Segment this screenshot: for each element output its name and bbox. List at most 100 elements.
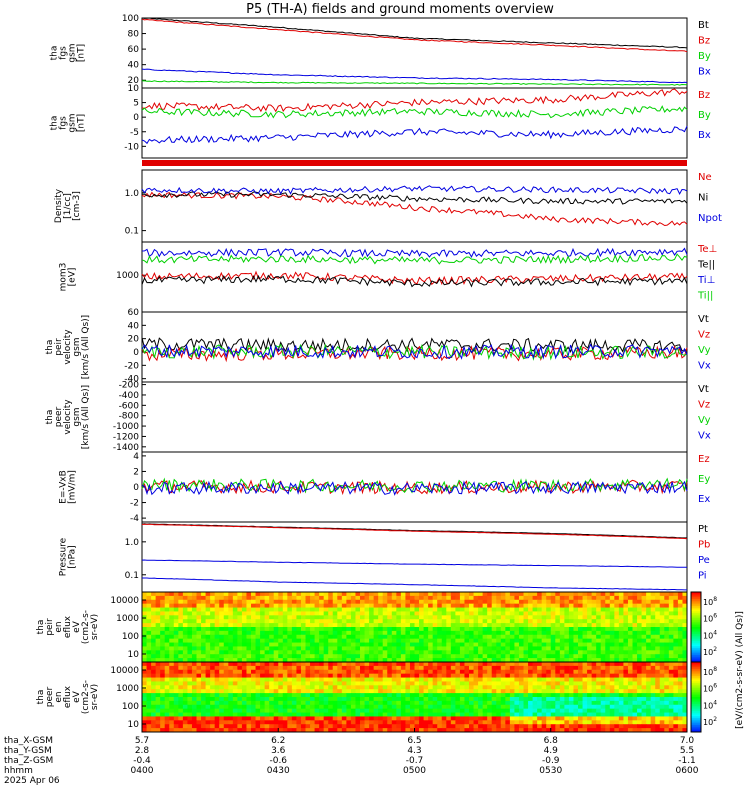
- spectrogram-cell: [201, 646, 207, 651]
- spectrogram-cell: [191, 724, 197, 729]
- spectrogram-cell: [437, 689, 443, 694]
- spectrogram-cell: [528, 642, 534, 647]
- spectrogram-cell: [555, 615, 561, 620]
- spectrogram-cell: [142, 665, 148, 671]
- spectrogram-cell: [387, 669, 393, 675]
- spectrogram-cell: [278, 603, 284, 609]
- spectrogram-cell: [182, 693, 188, 698]
- legend-item: By: [698, 51, 711, 62]
- spectrogram-cell: [509, 708, 515, 714]
- spectrogram-cell: [546, 619, 552, 624]
- spectrogram-cell: [251, 673, 257, 679]
- spectrogram-cell: [582, 642, 588, 647]
- spectrogram-cell: [596, 685, 602, 690]
- spectrogram-cell: [623, 689, 629, 694]
- spectrogram-cell: [314, 689, 320, 694]
- spectrogram-cell: [546, 607, 552, 612]
- spectrogram-cell: [323, 708, 329, 714]
- spectrogram-cell: [160, 720, 166, 725]
- spectrogram-cell: [441, 673, 447, 679]
- spectrogram-cell: [546, 700, 552, 706]
- spectrogram-cell: [446, 654, 452, 659]
- spectrogram-cell: [618, 650, 624, 655]
- spectrogram-cell: [305, 665, 311, 671]
- spectrogram-cell: [582, 728, 588, 733]
- spectrogram-cell: [228, 700, 234, 706]
- spectrogram-cell: [518, 650, 524, 655]
- spectrogram-cell: [278, 662, 284, 667]
- spectrogram-cell: [559, 611, 565, 616]
- spectrogram-cell: [618, 634, 624, 640]
- spectrogram-cell: [482, 627, 488, 632]
- spectrogram-cell: [305, 662, 311, 667]
- spectrogram-cell: [378, 689, 384, 694]
- spectrogram-cell: [214, 658, 220, 663]
- spectrogram-cell: [496, 700, 502, 706]
- time-axis-value: 6.2: [271, 736, 285, 746]
- spectrogram-cell: [478, 681, 484, 686]
- spectrogram-cell: [387, 611, 393, 616]
- spectrogram-cell: [205, 599, 211, 605]
- spectrogram-cell: [550, 595, 556, 601]
- spectrogram-cell: [496, 638, 502, 644]
- spectrogram-cell: [373, 634, 379, 640]
- spectrogram-cell: [423, 599, 429, 605]
- spectrogram-cell: [169, 654, 175, 659]
- time-axis-row-label: tha_Y-GSM: [4, 746, 52, 756]
- spectrogram-cell: [142, 708, 148, 714]
- spectrogram-cell: [255, 708, 261, 714]
- spectrogram-cell: [518, 646, 524, 651]
- spectrogram-cell: [487, 595, 493, 601]
- spectrogram-cell: [509, 627, 515, 632]
- spectrogram-cell: [255, 704, 261, 710]
- spectrogram-cell: [409, 599, 415, 605]
- spectrogram-cell: [378, 658, 384, 663]
- spectrogram-cell: [532, 646, 538, 651]
- spectrogram-cell: [323, 712, 329, 717]
- spectrogram-cell: [228, 623, 234, 628]
- spectrogram-cell: [677, 638, 683, 644]
- spectrogram-cell: [518, 638, 524, 644]
- spectrogram-cell: [614, 638, 620, 644]
- spectrogram-cell: [396, 693, 402, 698]
- spectrogram-cell: [319, 662, 325, 667]
- spectrogram-cell: [528, 650, 534, 655]
- spectrogram-cell: [182, 615, 188, 620]
- spectrogram-cell: [323, 607, 329, 612]
- spectrogram-cell: [632, 619, 638, 624]
- spectrogram-cell: [523, 700, 529, 706]
- spectrogram-cell: [414, 728, 420, 733]
- spectrogram-cell: [400, 716, 406, 721]
- spectrogram-cell: [464, 673, 470, 679]
- spectrogram-cell: [609, 689, 615, 694]
- spectrogram-cell: [623, 650, 629, 655]
- spectrogram-cell: [605, 704, 611, 710]
- spectrogram-cell: [323, 603, 329, 609]
- spectrogram-cell: [655, 595, 661, 601]
- colorbar-swatch: [691, 726, 701, 729]
- spectrogram-cell: [441, 646, 447, 651]
- spectrogram-cell: [668, 592, 674, 597]
- spectrogram-cell: [677, 720, 683, 725]
- spectrogram-cell: [341, 599, 347, 605]
- spectrogram-cell: [355, 642, 361, 647]
- spectrogram-cell: [578, 654, 584, 659]
- spectrogram-cell: [596, 627, 602, 632]
- spectrogram-cell: [568, 685, 574, 690]
- spectrogram-cell: [518, 658, 524, 663]
- spectrogram-cell: [659, 638, 665, 644]
- spectrogram-cell: [555, 681, 561, 686]
- spectrogram-cell: [232, 642, 238, 647]
- spectrogram-cell: [505, 728, 511, 733]
- spectrogram-cell: [555, 685, 561, 690]
- spectrogram-cell: [668, 693, 674, 698]
- spectrogram-cell: [151, 654, 157, 659]
- spectrogram-cell: [573, 685, 579, 690]
- spectrogram-cell: [641, 627, 647, 632]
- spectrogram-cell: [369, 669, 375, 675]
- spectrogram-cell: [337, 662, 343, 667]
- spectrogram-cell: [319, 720, 325, 725]
- spectrogram-cell: [568, 728, 574, 733]
- spectrogram-cell: [605, 685, 611, 690]
